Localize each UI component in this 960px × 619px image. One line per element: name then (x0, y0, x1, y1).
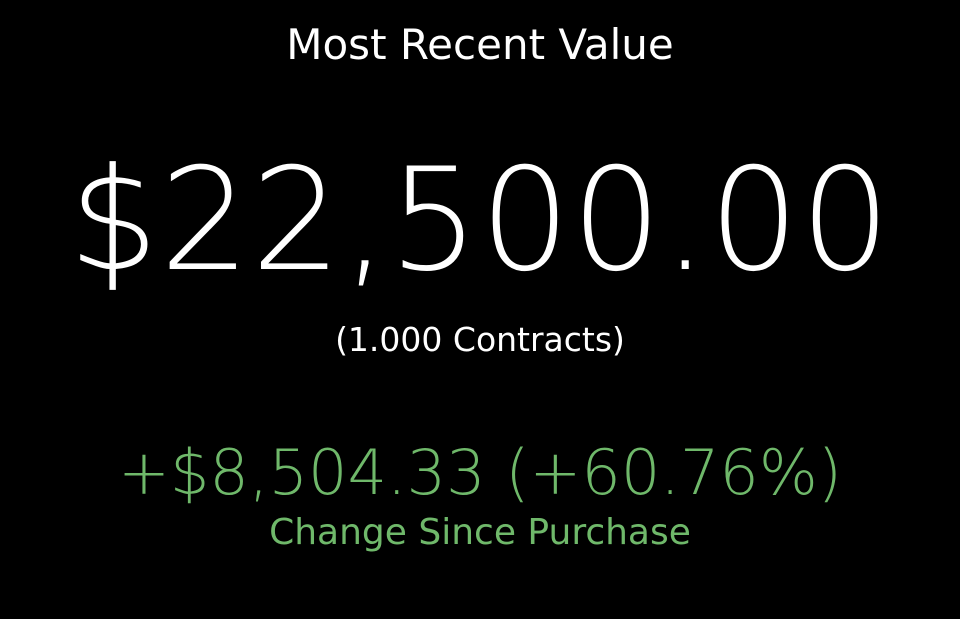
change-value: +$8,504.33 (+60.76%) (118, 436, 842, 509)
section-title: Most Recent Value (286, 20, 674, 69)
most-recent-value: $22,500.00 (68, 138, 892, 303)
change-label: Change Since Purchase (269, 512, 691, 553)
contracts-count: (1.000 Contracts) (335, 320, 625, 359)
